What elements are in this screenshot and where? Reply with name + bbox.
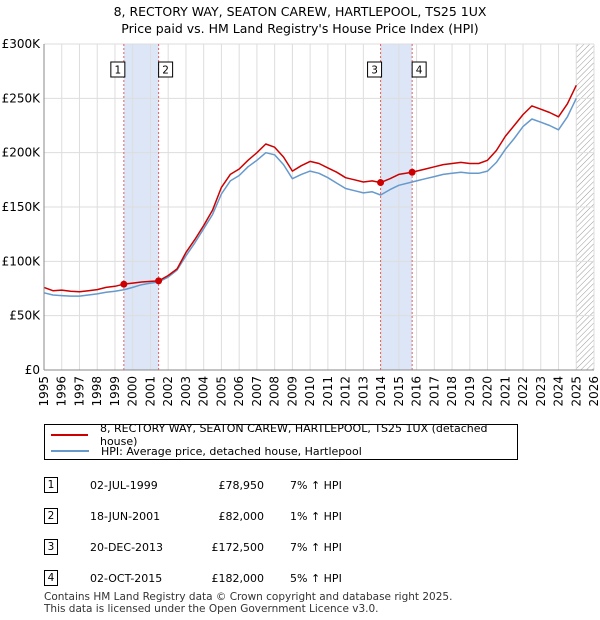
x-tick-label: 1995 — [37, 376, 51, 407]
x-tick-label: 2019 — [463, 376, 477, 407]
chart-legend: 8, RECTORY WAY, SEATON CAREW, HARTLEPOOL… — [44, 422, 518, 460]
sale-label-box — [367, 61, 383, 78]
x-tick-label: 2020 — [481, 376, 495, 407]
legend-label-hpi: HPI: Average price, detached house, Hart… — [101, 444, 362, 458]
sale-date: 18-JUN-2001 — [90, 510, 161, 523]
sale-point-marker — [408, 168, 416, 176]
sale-price: £182,000 — [211, 572, 265, 585]
sale-hpi-change: 7% ↑ HPI — [290, 541, 342, 554]
sale-point-marker — [155, 277, 163, 285]
x-tick-label: 2024 — [552, 376, 566, 407]
chart-title: 8, RECTORY WAY, SEATON CAREW, HARTLEPOOL… — [113, 4, 487, 19]
x-tick-label: 2006 — [232, 376, 246, 407]
x-tick-label: 2000 — [126, 376, 140, 407]
sale-label-text: 1 — [114, 65, 121, 77]
x-tick-label: 2013 — [356, 376, 370, 407]
y-tick-label: £200K — [2, 146, 42, 160]
sale-label-text: 2 — [162, 65, 169, 77]
y-tick-label: £100K — [2, 254, 42, 268]
legend-swatch-property — [51, 434, 88, 436]
hpi-line — [43, 97, 577, 297]
y-tick-label: £250K — [2, 91, 42, 105]
x-tick-label: 2003 — [179, 376, 193, 407]
footer-copyright: Contains HM Land Registry data © Crown c… — [44, 591, 453, 603]
sale-date: 02-OCT-2015 — [90, 572, 163, 585]
sale-hpi-change: 5% ↑ HPI — [290, 572, 342, 585]
x-tick-label: 2011 — [321, 376, 335, 407]
y-tick-label: £150K — [2, 200, 42, 214]
x-tick-label: 2009 — [285, 376, 299, 407]
x-tick-label: 1997 — [72, 376, 86, 407]
sale-label-text: 4 — [416, 65, 423, 77]
legend-swatch-hpi — [51, 450, 89, 452]
footer-licence: This data is licensed under the Open Gov… — [44, 603, 379, 615]
x-tick-label: 2026 — [587, 376, 600, 407]
x-tick-label: 2002 — [161, 376, 175, 407]
sale-date: 20-DEC-2013 — [90, 541, 164, 554]
x-tick-label: 1996 — [55, 376, 69, 407]
sale-number-badge: 1 — [44, 477, 58, 493]
chart-subtitle: Price paid vs. HM Land Registry's House … — [121, 21, 479, 36]
x-tick-label: 2005 — [214, 376, 228, 407]
property-price-line — [43, 84, 577, 293]
x-tick-label: 2025 — [569, 376, 583, 407]
x-tick-label: 1999 — [108, 376, 122, 407]
y-tick-label: £50K — [9, 309, 41, 323]
x-tick-label: 2023 — [534, 376, 548, 407]
y-tick-label: £300K — [2, 37, 42, 51]
x-tick-label: 2021 — [498, 376, 512, 407]
x-tick-label: 2016 — [410, 376, 424, 407]
x-tick-label: 2018 — [445, 376, 459, 407]
x-tick-label: 2004 — [197, 376, 211, 407]
x-tick-label: 2014 — [374, 376, 388, 407]
x-tick-label: 2015 — [392, 376, 406, 407]
legend-label-property: 8, RECTORY WAY, SEATON CAREW, HARTLEPOOL… — [99, 422, 488, 448]
sale-number-badge: 2 — [44, 508, 58, 524]
sale-price: £78,950 — [218, 479, 265, 492]
x-tick-label: 1998 — [90, 376, 104, 407]
y-tick-label: £0 — [25, 363, 40, 377]
x-tick-label: 2012 — [339, 376, 353, 407]
sale-label-box — [411, 61, 427, 78]
sale-number-badge: 4 — [44, 570, 58, 586]
x-tick-label: 2017 — [427, 376, 441, 407]
sale-price: £82,000 — [218, 510, 265, 523]
sale-point-marker — [120, 280, 128, 288]
x-tick-label: 2010 — [303, 376, 317, 407]
sale-date: 02-JUL-1999 — [90, 479, 158, 492]
legend-item-hpi: HPI: Average price, detached house, Hart… — [51, 443, 362, 459]
x-tick-label: 2007 — [250, 376, 264, 407]
sale-label-box — [110, 61, 126, 78]
x-tick-label: 2008 — [268, 376, 282, 407]
sale-label-box — [158, 61, 174, 78]
x-tick-label: 2001 — [143, 376, 157, 407]
sale-hpi-change: 7% ↑ HPI — [290, 479, 342, 492]
sale-point-marker — [377, 179, 385, 187]
sale-label-text: 3 — [371, 65, 378, 77]
sale-number-badge: 3 — [44, 539, 58, 555]
legend-item-property: 8, RECTORY WAY, SEATON CAREW, HARTLEPOOL… — [51, 422, 517, 448]
sale-hpi-change: 1% ↑ HPI — [290, 510, 342, 523]
x-tick-label: 2022 — [516, 376, 530, 407]
sale-price: £172,500 — [211, 541, 265, 554]
price-chart: 1 2 3 4 £0 £50K £100K £150K £200K £250K £300K 1995… — [2, 37, 600, 407]
